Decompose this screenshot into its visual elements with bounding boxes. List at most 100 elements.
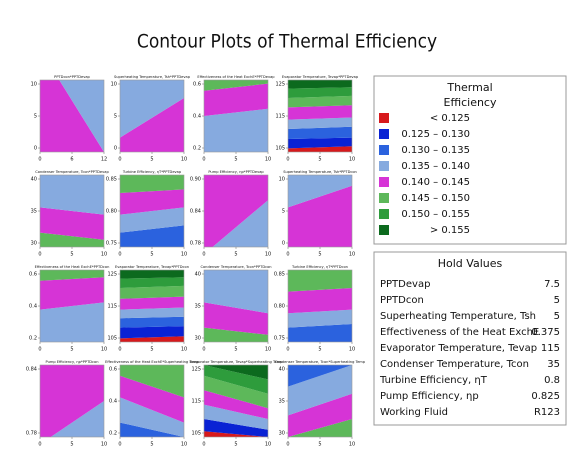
x-tick-label: 5 <box>150 157 153 163</box>
hold-title: Hold Values <box>438 257 503 270</box>
x-tick-label: 10 <box>349 347 355 353</box>
x-tick-label: 10 <box>101 442 107 448</box>
x-tick-label: 5 <box>150 442 153 448</box>
x-tick-label: 10 <box>265 157 271 163</box>
contour-panel <box>204 175 268 247</box>
hold-value: 7.5 <box>544 279 560 290</box>
y-tick-label: 0.78 <box>190 241 201 247</box>
x-tick-label: 0 <box>38 442 41 448</box>
y-tick-label: 125 <box>275 82 285 88</box>
contour-band <box>120 270 184 279</box>
x-tick-label: 5 <box>318 442 321 448</box>
contour-band <box>288 393 352 437</box>
contour-panel <box>120 80 184 152</box>
panel-title: Evaporator Temperature, Tevap*PPTDevap <box>282 75 359 79</box>
contour-panel <box>204 80 268 152</box>
contour-panel <box>288 365 352 437</box>
x-tick-label: 10 <box>181 252 187 258</box>
x-tick-label: 12 <box>101 157 107 163</box>
contour-band <box>120 375 184 423</box>
y-tick-label: 10 <box>111 82 117 88</box>
contour-band <box>288 105 352 120</box>
y-tick-label: 0.80 <box>274 304 285 310</box>
contour-panel <box>288 175 352 247</box>
legend-swatch <box>379 129 389 139</box>
panel-title: PPTDcon*PPTDevap <box>54 75 90 79</box>
x-tick-label: 0 <box>38 347 41 353</box>
y-tick-label: 0.2 <box>29 336 37 342</box>
legend-label: 0.145 – 0.150 <box>401 193 470 204</box>
hold-name: Superheating Temperature, Tsh <box>380 311 536 322</box>
y-tick-label: 5 <box>114 114 117 120</box>
legend-swatch <box>379 145 389 155</box>
contour-band <box>120 189 184 215</box>
contour-band <box>288 365 352 387</box>
hold-name: Condenser Temperature, Tcon <box>380 359 529 370</box>
y-tick-label: 0.75 <box>274 336 285 342</box>
panel-title: Superheating Temperature, Tsh*PPTDcon <box>283 170 357 174</box>
hold-name: PPTDcon <box>380 295 424 306</box>
legend-swatch <box>379 225 389 235</box>
contour-band <box>288 137 352 149</box>
contour-band <box>120 326 184 339</box>
x-tick-label: 0 <box>118 157 121 163</box>
contour-band <box>288 146 352 152</box>
x-tick-label: 10 <box>265 442 271 448</box>
x-tick-label: 5 <box>70 347 73 353</box>
contour-band <box>120 207 184 233</box>
y-tick-label: 40 <box>195 272 201 278</box>
x-tick-label: 0 <box>38 252 41 258</box>
y-tick-label: 0.2 <box>109 431 117 437</box>
panel-title: Evaporator Temperature, Tevap*Superheati… <box>189 360 283 364</box>
y-tick-label: 105 <box>275 146 285 152</box>
hold-name: Effectiveness of the Heat ExchE <box>380 327 539 338</box>
contour-band <box>120 307 184 319</box>
contour-band <box>59 80 104 152</box>
contour-band <box>288 117 352 129</box>
legend-title: Thermal <box>446 81 492 94</box>
y-tick-label: 105 <box>191 431 201 437</box>
x-tick-label: 0 <box>118 252 121 258</box>
x-tick-label: 0 <box>202 252 205 258</box>
legend-label: < 0.125 <box>430 113 470 124</box>
hold-value: 5 <box>554 311 560 322</box>
hold-name: Turbine Efficiency, ηT <box>379 375 488 386</box>
panel-title: Condenser Temperature, Tcon*PPTDevap <box>35 170 109 174</box>
panel-title: Condenser Temperature, Tcon*PPTDcon <box>200 265 271 269</box>
y-tick-label: 0.4 <box>29 304 37 310</box>
y-tick-label: 0.90 <box>190 177 201 183</box>
x-tick-label: 10 <box>181 347 187 353</box>
contour-panel <box>40 175 104 247</box>
contour-band <box>40 80 104 152</box>
x-tick-label: 0 <box>38 157 41 163</box>
legend-swatch <box>379 209 389 219</box>
contour-band <box>288 288 352 314</box>
contour-band <box>288 175 352 208</box>
y-tick-label: 115 <box>191 399 201 405</box>
chart-title: Contour Plots of Thermal Efficiency <box>137 31 437 53</box>
contour-band <box>288 185 352 247</box>
x-tick-label: 0 <box>286 252 289 258</box>
hold-value: 115 <box>541 343 560 354</box>
y-tick-label: 0.85 <box>106 177 117 183</box>
contour-band <box>204 302 268 335</box>
contour-band <box>204 327 268 342</box>
panel-title: Evaporator Temperature, Tevap*PPTDcon <box>115 265 189 269</box>
panel-title: Effectiveness of the Heat ExchE*PPTDcon <box>35 265 110 269</box>
contour-band <box>288 87 352 98</box>
legend-swatch <box>379 161 389 171</box>
contour-band <box>120 296 184 310</box>
hold-name: Evaporator Temperature, Tevap <box>380 343 537 354</box>
y-tick-label: 30 <box>279 431 285 437</box>
x-tick-label: 6 <box>70 157 73 163</box>
y-tick-label: 10 <box>31 82 37 88</box>
y-tick-label: 30 <box>31 241 37 247</box>
contour-band <box>204 270 268 314</box>
contour-band <box>120 277 184 288</box>
legend-swatch <box>379 177 389 187</box>
contour-band <box>204 365 268 394</box>
contour-band <box>120 98 184 152</box>
y-tick-label: 115 <box>275 114 285 120</box>
contour-band <box>120 80 184 138</box>
y-tick-label: 0 <box>282 241 285 247</box>
